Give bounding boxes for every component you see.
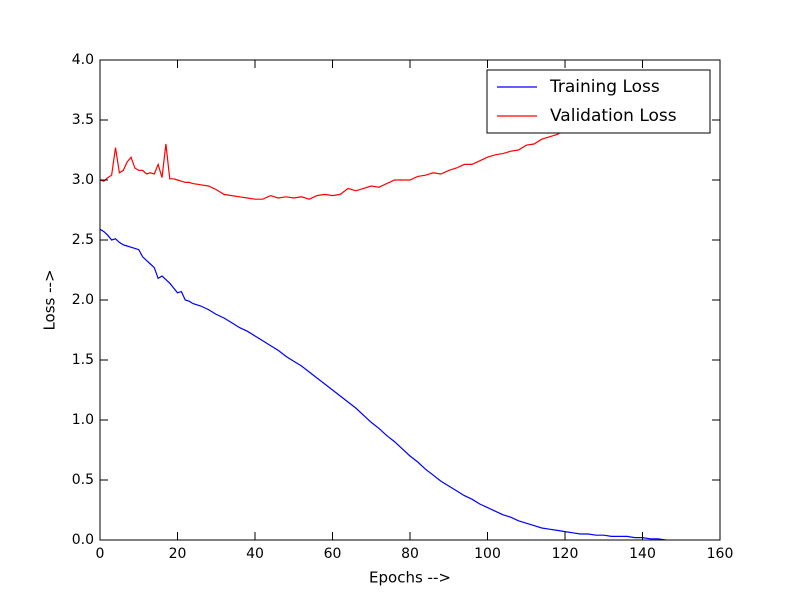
x-axis-label: Epochs --> [369,569,451,587]
x-tick-label: 160 [707,546,734,562]
x-tick-label: 40 [246,546,264,562]
x-tick-label: 80 [401,546,419,562]
data-line [99,228,666,541]
legend-box [486,69,711,134]
y-tick-label: 2.5 [72,232,94,248]
y-axis-label: Loss --> [41,269,59,330]
y-tick-label: 3.0 [72,172,94,188]
y-tick-label: 1.0 [72,412,94,428]
y-tick-label: 0.0 [72,532,94,548]
x-tick-label: 0 [96,546,105,562]
x-tick-label: 20 [169,546,187,562]
y-tick-label: 1.5 [72,352,94,368]
legend-label: Training Loss [549,77,660,97]
y-tick-label: 3.5 [72,112,94,128]
x-tick-label: 120 [552,546,579,562]
y-tick-label: 2.0 [72,292,94,308]
legend-label: Validation Loss [550,106,677,126]
y-tick-label: 4.0 [72,52,94,68]
data-line [99,89,666,200]
x-tick-label: 60 [324,546,342,562]
y-tick-label: 0.5 [72,472,94,488]
x-tick-label: 140 [629,546,656,562]
x-tick-label: 100 [474,546,501,562]
